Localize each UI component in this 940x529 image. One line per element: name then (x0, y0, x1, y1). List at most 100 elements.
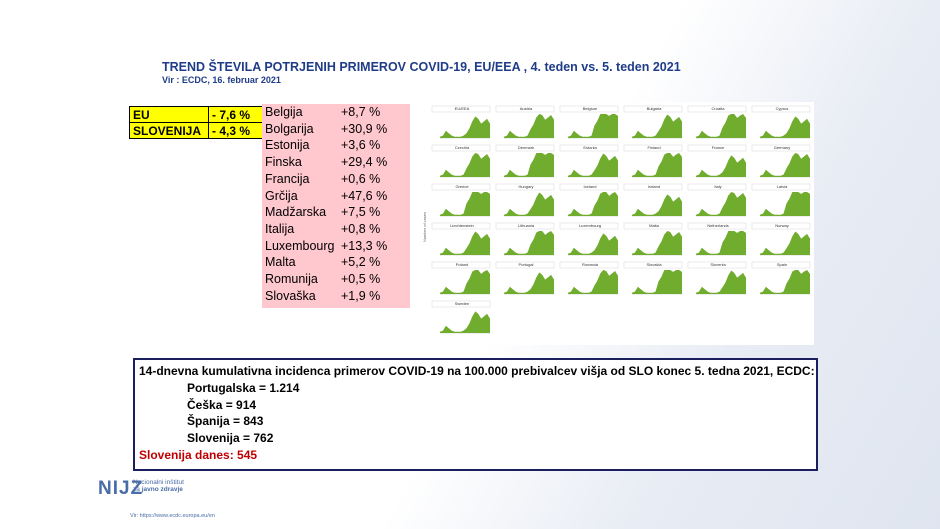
country-change: +5,2 % (341, 255, 381, 270)
country-row: Italija +0,8 % (265, 222, 407, 238)
country-row: Malta +5,2 % (265, 255, 407, 271)
panel-area (632, 270, 682, 294)
chart-grid: Number of cases EU/EEA Austria Belgium Bulga… (420, 102, 814, 345)
panel-title: Belgium (583, 106, 598, 111)
summary-cell: SLOVENIJA (129, 122, 209, 139)
panel-header (559, 144, 619, 152)
country-name: Francija (265, 171, 310, 186)
country-name: Italija (265, 221, 295, 236)
panel-area (760, 116, 810, 138)
country-row: Estonija +3,6 % (265, 138, 407, 154)
panel-area (504, 231, 554, 255)
panel-header (495, 183, 555, 191)
note-line: Slovenija danes: 545 (139, 448, 258, 462)
country-row: Romunija +0,5 % (265, 272, 407, 288)
panel-area (696, 270, 746, 294)
panel-title: France (712, 145, 725, 150)
panel-header (431, 105, 491, 113)
panel-area (696, 192, 746, 216)
panel-header (431, 261, 491, 269)
panel-header (495, 144, 555, 152)
panel-area (760, 231, 810, 255)
panel-header (751, 261, 811, 269)
panel-header (559, 105, 619, 113)
panel-header (687, 105, 747, 113)
panel-title: Netherlands (707, 223, 729, 228)
panel-header (495, 261, 555, 269)
panel-title: Sweden (455, 301, 469, 306)
panel-title: Denmark (518, 145, 534, 150)
panel-header (751, 222, 811, 230)
country-name: Luxembourg (265, 238, 335, 253)
panel-title: Estonia (583, 145, 597, 150)
panel-header (751, 144, 811, 152)
panel-area (440, 116, 490, 138)
panel-area (504, 272, 554, 294)
panel-area (440, 270, 490, 294)
panel-header (431, 222, 491, 230)
panel-header (431, 144, 491, 152)
panel-title: Czechia (455, 145, 470, 150)
country-name: Romunija (265, 272, 318, 286)
summary-cell: - 7,6 % (208, 106, 266, 123)
panel-area (632, 114, 682, 138)
panel-title: Italy (714, 184, 721, 189)
panel-title: Malta (649, 223, 660, 228)
panel-title: Latvia (777, 184, 788, 189)
panel-header (431, 183, 491, 191)
panel-header (687, 183, 747, 191)
country-change: +0,5 % (341, 272, 381, 286)
country-change: +8,7 % (341, 105, 381, 119)
logo: NIJZ (98, 478, 144, 499)
logo-line: Nacionalni inštitut (133, 479, 184, 486)
panel-area (440, 311, 490, 333)
summary-row: EU - 7,6 % (129, 106, 266, 123)
panel-area (696, 231, 746, 255)
panel-title: Hungary (518, 184, 533, 189)
panel-title: Norway (775, 223, 789, 228)
country-row: Bolgarija +30,9 % (265, 122, 407, 138)
note-line: Portugalska = 1.214 (187, 381, 300, 395)
panel-area (504, 153, 554, 177)
summary-table: EU - 7,6 % SLOVENIJA - 4,3 % (129, 106, 266, 139)
footer: Vir: https://www.ecdc.europa.eu/en (130, 513, 215, 519)
logo-line: za (133, 486, 140, 493)
country-name: Bolgarija (265, 121, 314, 136)
note-line: Slovenija = 762 (187, 431, 274, 446)
country-name: Belgija (265, 105, 303, 119)
panel-area (760, 153, 810, 177)
panel-header (687, 222, 747, 230)
panel-title: Croatia (712, 106, 726, 111)
panel-area (632, 231, 682, 255)
country-name: Grčija (265, 188, 298, 203)
panel-header (559, 183, 619, 191)
logo-text: Nacionalni inštitut za javno zdravje (133, 479, 184, 493)
panel-header (751, 183, 811, 191)
panel-header (495, 222, 555, 230)
panel-title: Greece (455, 184, 469, 189)
country-change: +30,9 % (341, 121, 388, 136)
country-row: Slovaška +1,9 % (265, 289, 407, 305)
panel-area (568, 114, 618, 138)
panel-title: Poland (456, 262, 468, 267)
country-name: Finska (265, 155, 302, 170)
panel-area (568, 270, 618, 294)
country-row: Francija +0,6 % (265, 172, 407, 188)
panel-area (568, 233, 618, 255)
country-name: Estonija (265, 138, 310, 153)
summary-cell: EU (129, 106, 209, 123)
panel-title: Cyprus (776, 106, 789, 111)
panel-area (440, 231, 490, 255)
panel-area (504, 114, 554, 138)
panel-header (623, 105, 683, 113)
country-change: +29,4 % (341, 155, 388, 170)
panel-area (568, 192, 618, 216)
panel-title: EU/EEA (455, 106, 470, 111)
panel-area (440, 153, 490, 177)
country-name: Slovaška (265, 288, 316, 303)
panel-title: Luxembourg (579, 223, 601, 228)
panel-title: Romania (582, 262, 599, 267)
y-axis-label: Number of cases (422, 212, 427, 242)
panel-header (559, 222, 619, 230)
panel-area (504, 192, 554, 216)
